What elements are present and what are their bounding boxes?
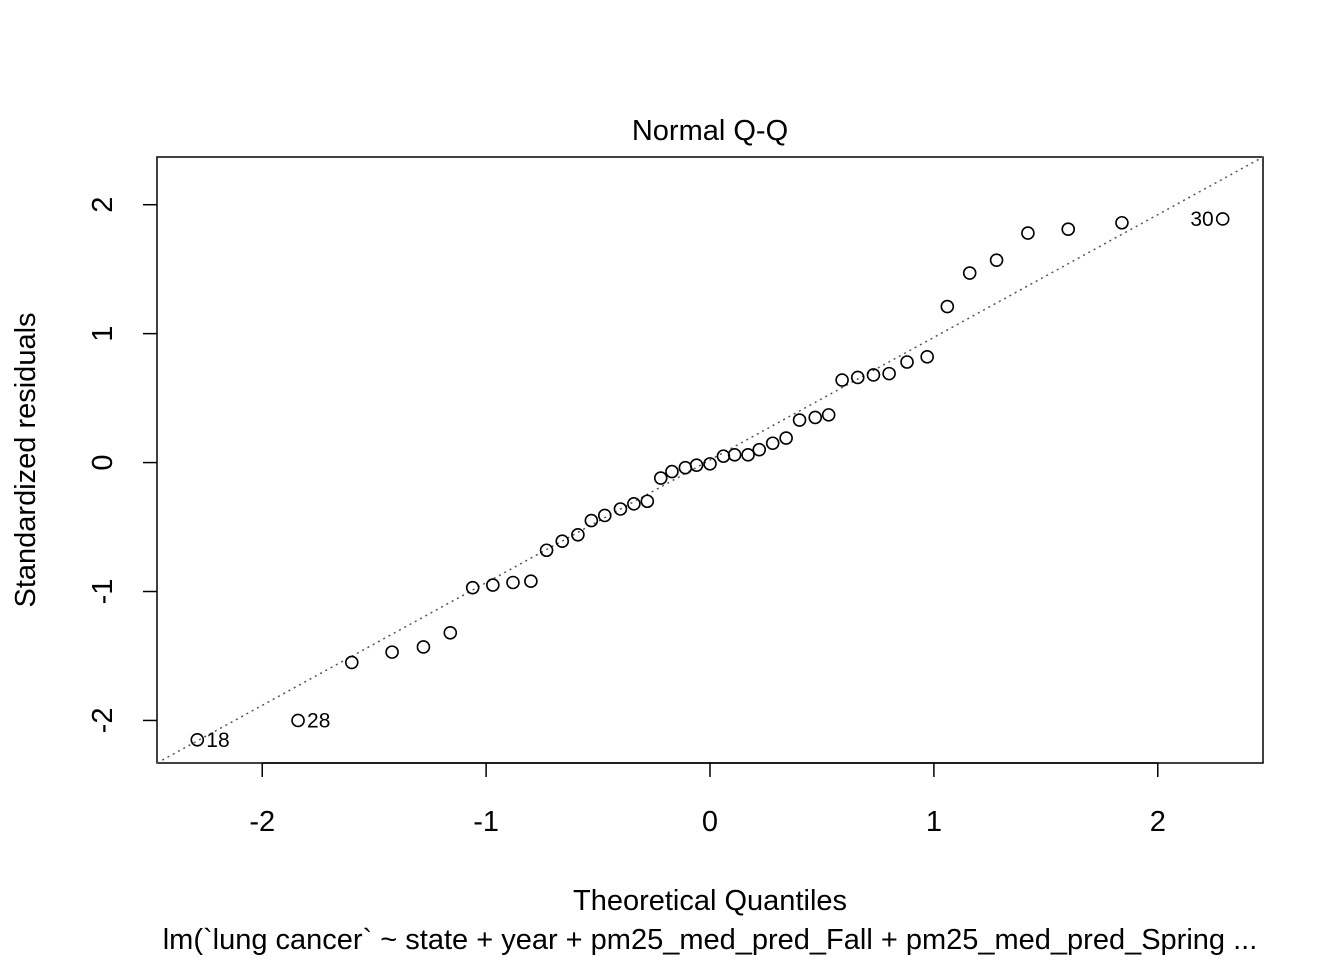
data-point (821, 408, 836, 422)
point-labels-layer: 18 28 30 (206, 208, 1213, 752)
data-point (627, 497, 641, 511)
data-point (465, 580, 480, 595)
y-tick-label: 1 (87, 326, 119, 342)
data-point (716, 449, 731, 463)
chart-title: Normal Q-Q (632, 115, 788, 147)
qq-reference-line (156, 156, 1264, 764)
data-point (416, 640, 431, 654)
data-point (989, 253, 1004, 267)
data-point (1021, 226, 1035, 240)
x-tick-label: 0 (702, 806, 718, 838)
data-point (640, 494, 655, 509)
x-tick-label: -2 (249, 806, 275, 838)
data-point (962, 266, 977, 280)
data-point (741, 448, 755, 462)
data-point (808, 410, 823, 425)
data-point (524, 574, 538, 589)
data-point (486, 578, 500, 592)
data-point (792, 413, 807, 427)
point-label: 30 (1190, 208, 1213, 231)
data-point (344, 655, 359, 670)
data-point (727, 448, 742, 462)
y-axis: -2 -1 0 1 2 (87, 197, 157, 734)
data-point (765, 436, 780, 451)
x-axis-label: Theoretical Quantiles (573, 885, 847, 917)
data-point (850, 370, 865, 385)
data-point (665, 464, 679, 479)
data-point (1215, 212, 1230, 226)
data-point (920, 350, 934, 364)
x-tick-label: 1 (926, 806, 942, 838)
data-point (506, 575, 520, 590)
point-label: 28 (307, 709, 330, 732)
data-point (835, 373, 849, 387)
y-tick-label: -2 (87, 708, 119, 734)
data-point (443, 625, 458, 640)
data-point (385, 645, 399, 659)
data-point (900, 355, 914, 369)
y-tick-label: 0 (87, 455, 119, 471)
data-point (597, 508, 612, 523)
reference-line-layer (156, 156, 1264, 764)
data-point (678, 460, 693, 475)
data-point (940, 299, 955, 314)
data-point (752, 442, 767, 457)
data-point (539, 543, 554, 558)
points-layer (190, 212, 1230, 747)
data-point (571, 527, 585, 542)
data-point (1061, 222, 1076, 237)
data-point (291, 713, 305, 728)
x-axis: -2 -1 0 1 2 (249, 762, 1166, 838)
data-point (689, 458, 704, 472)
data-point (613, 502, 628, 516)
data-point (1115, 215, 1129, 230)
y-tick-label: 2 (87, 197, 119, 213)
data-point (703, 457, 717, 471)
x-tick-label: -1 (473, 806, 499, 838)
data-point (653, 471, 668, 485)
subtitle: lm(`lung cancer` ~ state + year + pm25_m… (163, 924, 1258, 956)
data-point (190, 732, 205, 747)
point-label: 18 (206, 729, 229, 752)
x-tick-label: 2 (1150, 806, 1166, 838)
y-tick-label: -1 (87, 579, 119, 605)
data-point (779, 431, 793, 445)
data-point (584, 513, 599, 528)
data-point (866, 368, 881, 382)
y-axis-label: Standardized residuals (10, 312, 42, 607)
data-point (882, 366, 896, 381)
data-point (555, 534, 570, 549)
